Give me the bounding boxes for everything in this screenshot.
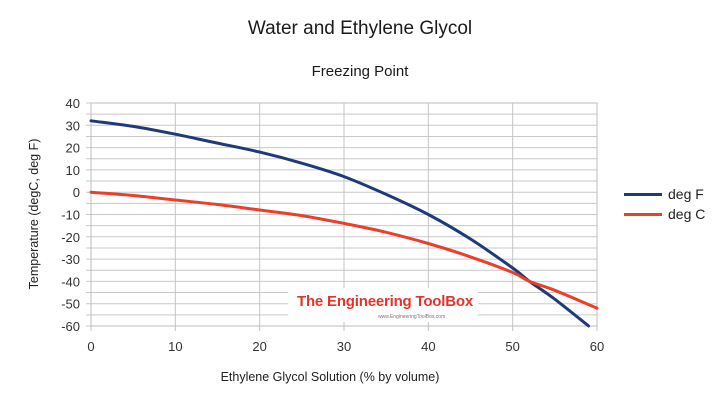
y-axis-ticks: 40 30 20 10 0 -10 -20 -30 -40 -50 -60 xyxy=(61,96,80,334)
series-line-deg-c xyxy=(89,190,599,310)
y-tick-label: -60 xyxy=(61,319,80,334)
watermark-title: The Engineering ToolBox xyxy=(297,293,474,310)
legend-label: deg C xyxy=(668,206,706,222)
chart-subtitle: Freezing Point xyxy=(311,63,409,80)
legend-swatch-deg-f xyxy=(624,192,662,196)
y-tick-label: 20 xyxy=(66,141,80,156)
x-tick-label: 0 xyxy=(87,339,94,354)
chart-title: Water and Ethylene Glycol xyxy=(247,18,473,39)
x-axis-label: Ethylene Glycol Solution (% by volume) xyxy=(221,370,440,384)
legend-item-deg-f: deg F xyxy=(624,184,705,204)
x-tick-label: 40 xyxy=(421,339,435,354)
y-tick-label: 10 xyxy=(66,163,80,178)
data-series xyxy=(89,119,599,328)
watermark: The Engineering ToolBox www.EngineeringT… xyxy=(288,288,478,322)
y-tick-label: -10 xyxy=(61,208,80,223)
x-tick-label: 10 xyxy=(168,339,182,354)
y-tick-label: 30 xyxy=(66,118,80,133)
legend-item-deg-c: deg C xyxy=(624,204,705,224)
watermark-url: www.EngineeringToolBox.com xyxy=(378,314,445,320)
x-tick-label: 20 xyxy=(252,339,266,354)
y-tick-label: -30 xyxy=(61,252,80,267)
legend-label: deg F xyxy=(668,186,704,202)
legend-swatch-deg-c xyxy=(624,212,662,216)
x-axis-ticks: 0 10 20 30 40 50 60 xyxy=(87,339,604,354)
y-axis-label: Temperature (degC, deg F) xyxy=(27,139,41,290)
y-tick-label: -40 xyxy=(61,274,80,289)
grid-lines xyxy=(86,102,598,331)
x-tick-label: 30 xyxy=(337,339,351,354)
y-tick-label: 40 xyxy=(66,96,80,111)
y-tick-label: -20 xyxy=(61,230,80,245)
y-tick-label: 0 xyxy=(73,185,80,200)
x-tick-label: 50 xyxy=(505,339,519,354)
legend: deg F deg C xyxy=(624,184,705,224)
x-tick-label: 60 xyxy=(590,339,604,354)
y-tick-label: -50 xyxy=(61,297,80,312)
